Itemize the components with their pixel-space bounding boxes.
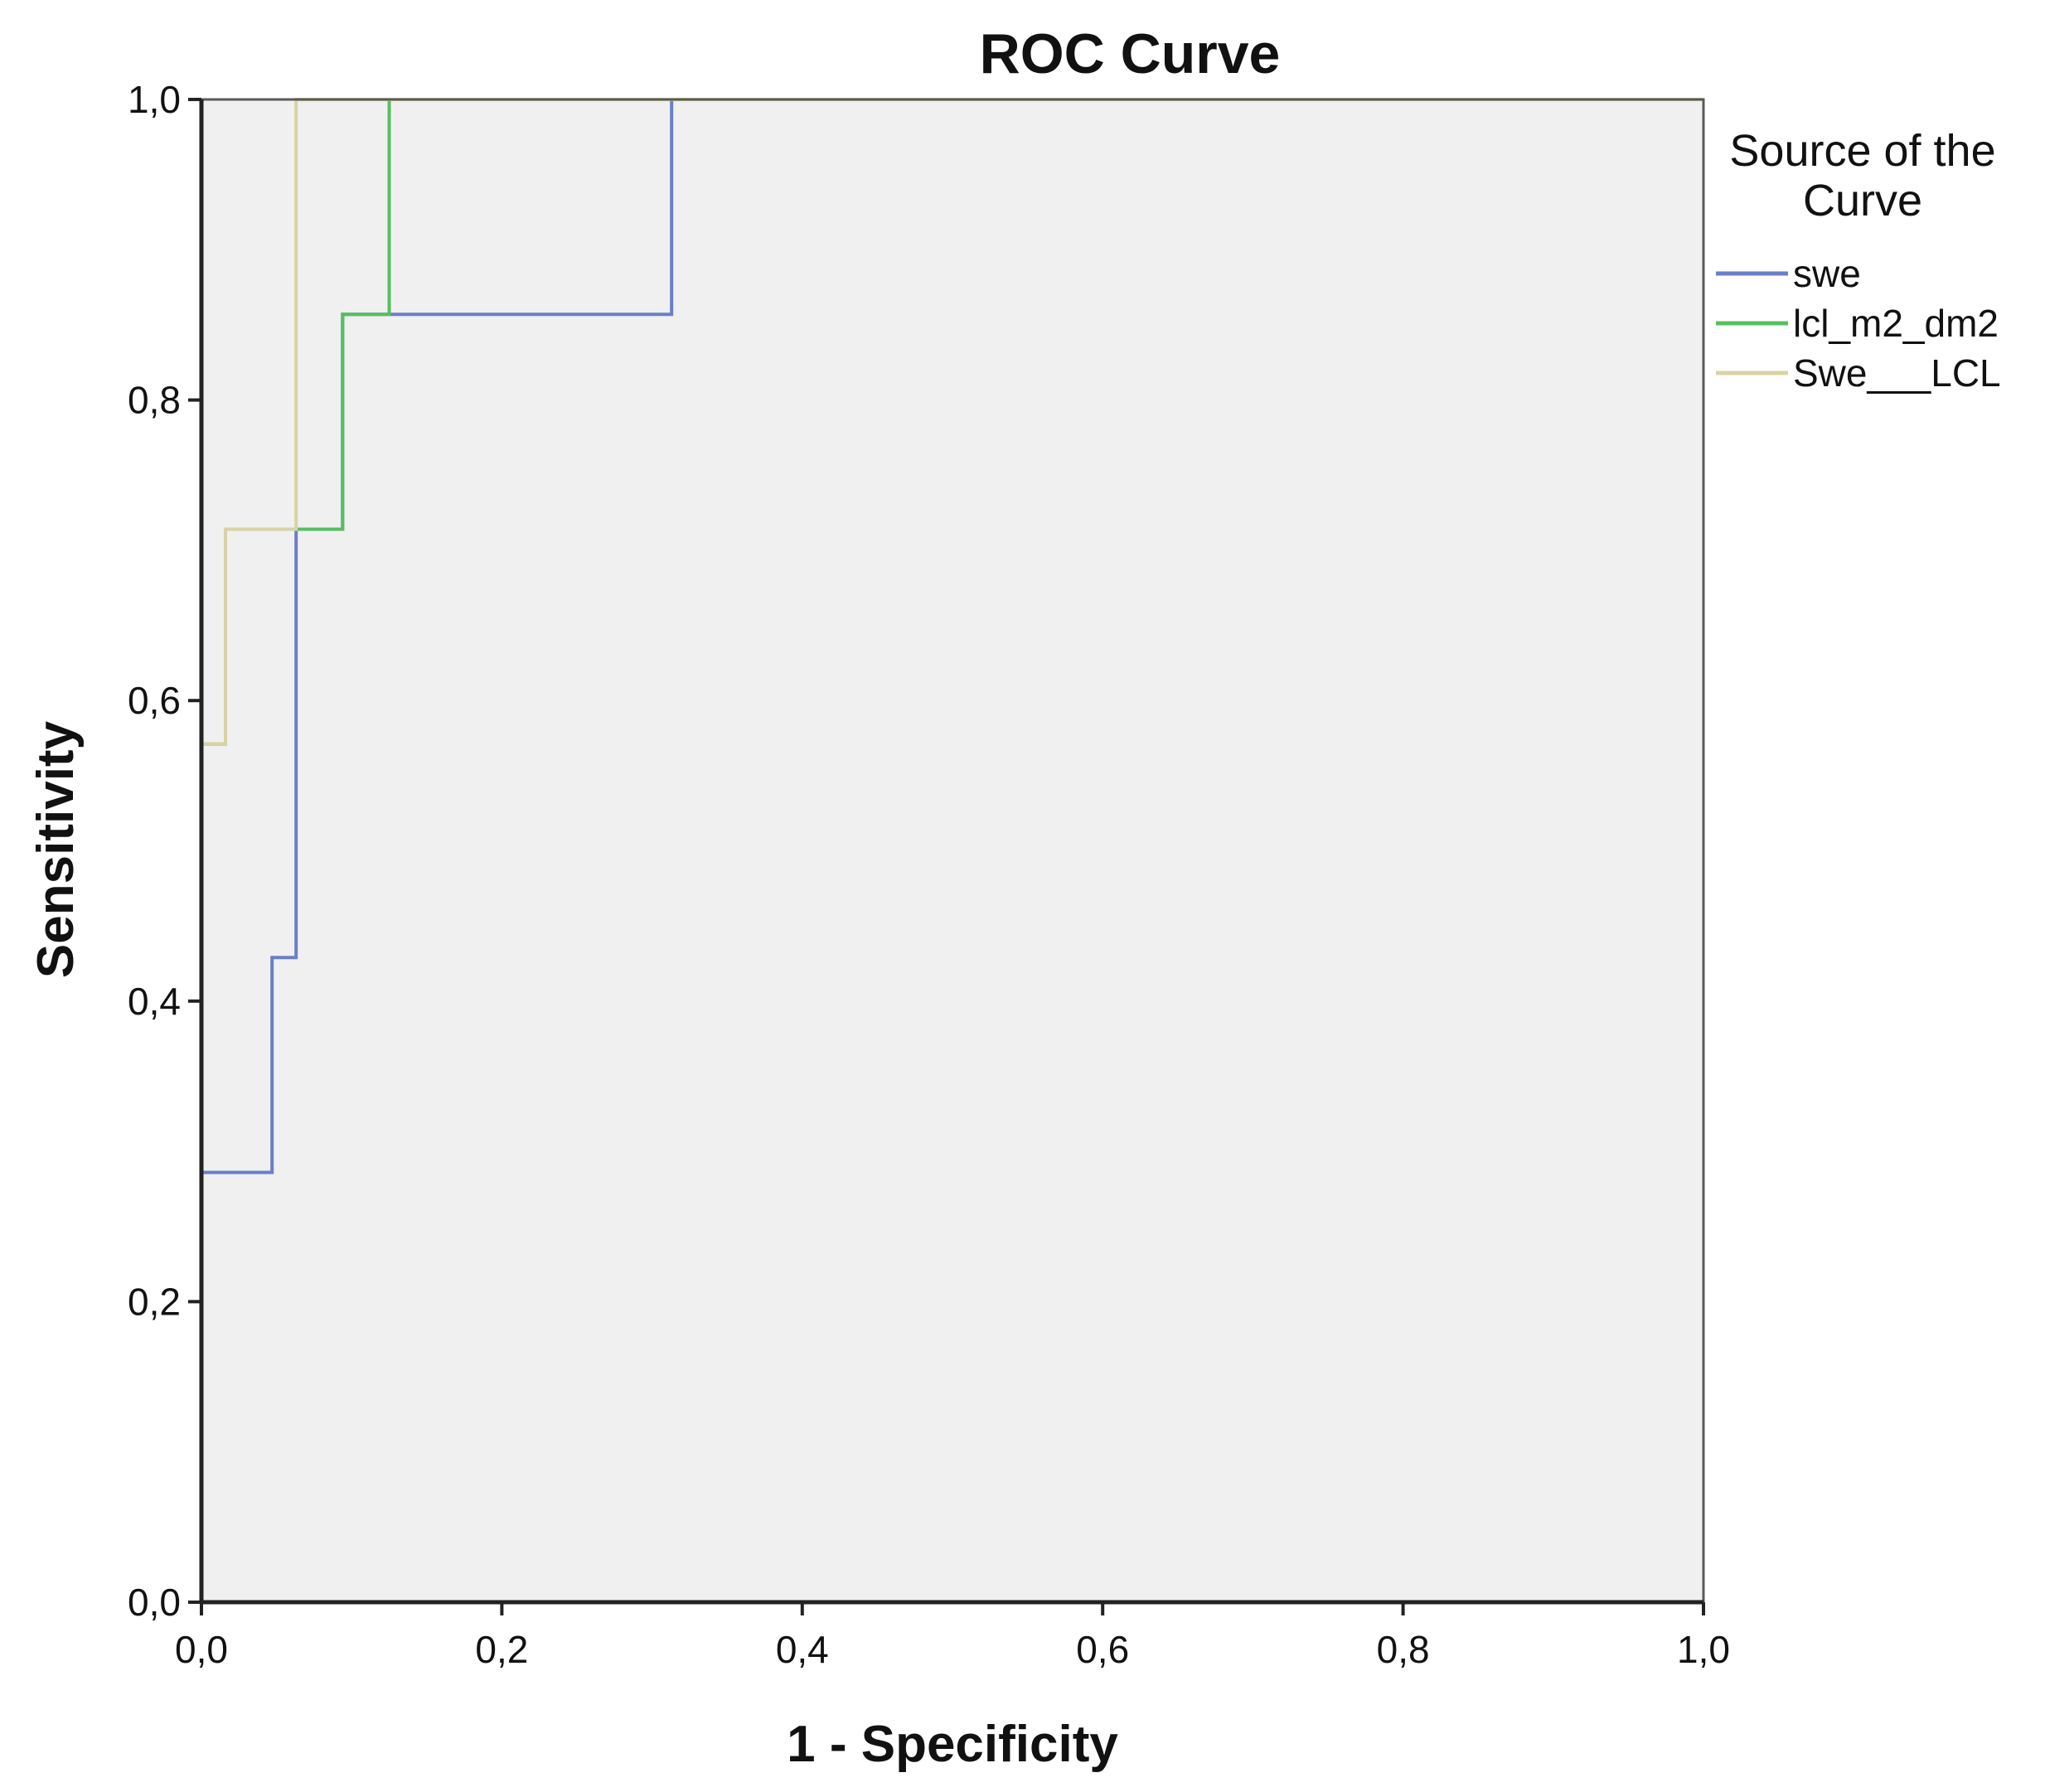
x-tick-label: 0,2 bbox=[475, 1628, 528, 1671]
legend-title-line: Curve bbox=[1803, 176, 1922, 225]
legend-label: Swe___LCL bbox=[1793, 351, 2001, 395]
legend-label: swe bbox=[1793, 252, 1861, 295]
y-tick-label: 1,0 bbox=[128, 78, 181, 121]
legend-label: lcl_m2_dm2 bbox=[1793, 302, 1999, 345]
x-axis-title: 1 - Specificity bbox=[787, 1716, 1118, 1773]
y-tick-label: 0,0 bbox=[128, 1581, 181, 1624]
legend-title: Source of the Curve bbox=[1729, 126, 1995, 225]
x-tick-label: 0,8 bbox=[1377, 1628, 1430, 1671]
plot-area bbox=[201, 99, 1703, 1602]
axis-layer bbox=[199, 98, 1705, 1605]
legend-items: swe lcl_m2_dm2 Swe___LCL bbox=[1716, 252, 2001, 395]
legend-title-line: Source of the bbox=[1729, 126, 1995, 176]
y-tick-label: 0,8 bbox=[128, 379, 181, 422]
x-tick-label: 1,0 bbox=[1677, 1628, 1730, 1671]
legend: Source of the Curve swe lcl_m2_dm2 Swe___LC… bbox=[1716, 126, 2001, 395]
y-tick-label: 0,2 bbox=[128, 1280, 181, 1323]
y-axis-title: Sensitivity bbox=[27, 720, 85, 978]
y-tick-label: 0,6 bbox=[128, 679, 181, 722]
x-tick-label: 0,6 bbox=[1076, 1628, 1129, 1671]
tick-layer: 0,0 0,2 0,4 0,6 0,8 1,0 0,0 0,2 0,4 0,6 0,8 1,0 bbox=[128, 78, 1730, 1671]
x-tick-label: 0,4 bbox=[776, 1628, 829, 1671]
chart-title: ROC Curve bbox=[980, 22, 1281, 85]
x-tick-label: 0,0 bbox=[175, 1628, 228, 1671]
y-tick-label: 0,4 bbox=[128, 980, 181, 1023]
